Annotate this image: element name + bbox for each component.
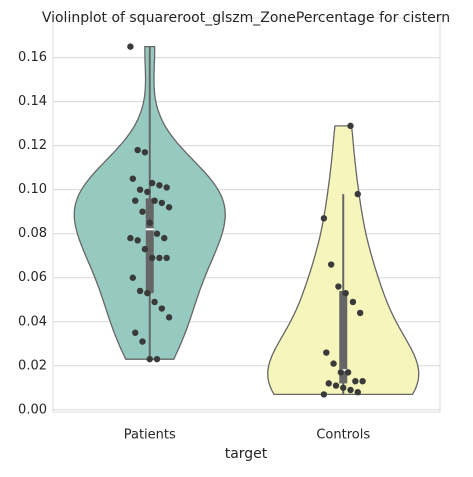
strip-point	[132, 197, 139, 204]
y-tick-label: 0.06	[18, 270, 47, 285]
strip-point	[342, 289, 349, 297]
strip-point	[349, 298, 357, 306]
strip-point	[320, 215, 328, 222]
strip-point	[332, 382, 340, 389]
strip-point	[151, 298, 158, 306]
strip-point	[327, 261, 335, 268]
strip-point	[139, 208, 146, 215]
x-tick-label: Patients	[124, 428, 176, 443]
y-tick-label: 0.10	[18, 182, 47, 197]
strip-point	[354, 190, 361, 198]
strip-point	[356, 309, 364, 317]
strip-point	[352, 377, 359, 385]
strip-point	[134, 237, 141, 244]
strip-point	[129, 274, 137, 281]
strip-point	[153, 230, 161, 237]
strip-point	[323, 349, 330, 356]
strip-point	[156, 254, 163, 262]
strip-point	[141, 149, 149, 156]
strip-point	[165, 314, 173, 321]
y-tick-label: 0.00	[18, 402, 47, 417]
x-axis-label: target	[225, 446, 268, 462]
box	[145, 198, 154, 294]
x-tick-label: Controls	[316, 428, 370, 443]
strip-point	[148, 179, 156, 187]
strip-point	[127, 234, 134, 242]
strip-point	[354, 388, 361, 396]
strip-point	[134, 146, 141, 154]
strip-point	[344, 369, 352, 376]
strip-point	[340, 384, 347, 391]
y-tick-label: 0.14	[18, 94, 47, 109]
y-tick-label: 0.12	[18, 138, 47, 153]
strip-point	[347, 386, 354, 394]
strip-point	[136, 287, 144, 295]
strip-point	[165, 204, 173, 211]
y-tick-label: 0.08	[18, 226, 47, 241]
strip-point	[158, 199, 166, 207]
strip-point	[151, 197, 158, 204]
strip-point	[158, 305, 166, 312]
strip-point	[129, 175, 137, 182]
strip-point	[320, 391, 328, 398]
strip-point	[127, 43, 134, 50]
box	[339, 290, 348, 384]
strip-point	[337, 369, 345, 376]
strip-point	[144, 289, 151, 297]
strip-point	[163, 254, 170, 262]
strip-point	[146, 355, 153, 363]
strip-point	[359, 377, 366, 385]
strip-point	[136, 186, 144, 193]
strip-point	[335, 283, 342, 290]
chart-title: Violinplot of squareroot_glszm_ZonePerce…	[42, 10, 450, 26]
y-tick-label: 0.16	[18, 50, 47, 65]
y-tick-label: 0.04	[18, 314, 47, 329]
strip-point	[141, 245, 149, 253]
strip-point	[139, 338, 146, 345]
strip-point	[146, 219, 153, 226]
strip-point	[163, 184, 170, 191]
y-tick-label: 0.02	[18, 358, 47, 373]
strip-point	[325, 380, 332, 387]
plot-frame	[52, 17, 441, 413]
strip-point	[330, 360, 337, 367]
strip-point	[132, 329, 139, 336]
strip-point	[156, 182, 163, 189]
strip-point	[161, 234, 168, 242]
strip-point	[148, 254, 156, 262]
strip-point	[153, 355, 161, 363]
strip-point	[144, 188, 151, 196]
strip-point	[347, 122, 354, 130]
